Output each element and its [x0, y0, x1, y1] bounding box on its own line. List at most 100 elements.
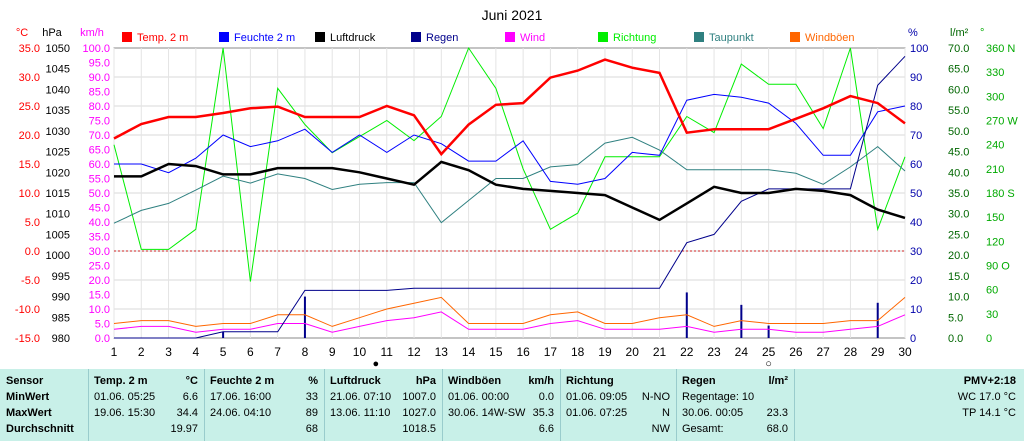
y-tick-label: 300 — [986, 91, 1004, 103]
y-tick-label: 1010 — [46, 209, 70, 221]
axis-unit: l/m² — [950, 27, 969, 39]
y-tick-label: 80.0 — [89, 101, 110, 113]
legend-label: Windböen — [805, 32, 855, 44]
y-tick-label: 180 S — [986, 188, 1015, 200]
x-tick-label: 11 — [381, 345, 394, 359]
temp-avg: 19.97 — [170, 423, 198, 435]
x-tick-label: 23 — [707, 345, 721, 359]
separator — [676, 369, 677, 441]
richtung-avg: NW — [651, 423, 670, 435]
chart-axes: °C 35.0 30.0 25.0 20.0 15.0 10.0 5.0 0.0 -5.0 -10.… — [15, 27, 1018, 345]
sensor-label: Sensor — [6, 375, 44, 387]
luftdruck-max-date: 13.06. 11:10 — [330, 407, 391, 419]
x-tick-label: 13 — [435, 345, 449, 359]
x-tick-label: 5 — [220, 345, 227, 359]
temp-max-date: 19.06. 15:30 — [94, 407, 156, 419]
moon-new-icon: ● — [373, 358, 380, 369]
series-line — [113, 296, 906, 327]
x-tick-label: 1 — [111, 345, 118, 359]
y-tick-label: 1020 — [46, 167, 70, 179]
y-tick-label: 40.0 — [89, 217, 110, 229]
windboeen-stats: Windböen km/h 01.06. 00:00 0.0 30.06. 14W-… — [442, 369, 560, 441]
luftdruck-avg: 1018.5 — [402, 423, 436, 435]
y-tick-label: 0.0 — [948, 333, 963, 345]
y-tick-label: 150 — [986, 212, 1004, 224]
min-label: MinWert — [6, 391, 50, 403]
y-tick-label: 360 N — [986, 43, 1015, 55]
series-line — [114, 55, 906, 339]
rain-bar — [303, 296, 306, 338]
y-tick-label: 30.0 — [19, 72, 40, 84]
y-tick-label: -5.0 — [21, 275, 40, 287]
y-tick-label: 15.0 — [948, 271, 969, 283]
legend-swatch — [694, 32, 704, 42]
separator — [442, 369, 443, 441]
separator — [324, 369, 325, 441]
x-tick-label: 27 — [816, 345, 830, 359]
y-tick-label: 55.0 — [89, 174, 110, 186]
x-tick-label: 9 — [329, 345, 336, 359]
moon-full-icon: ○ — [765, 358, 772, 369]
pmv-tp: TP 14.1 °C — [962, 407, 1016, 419]
series-line — [113, 311, 906, 333]
luftdruck-stats: Luftdruck hPa 21.06. 07:10 1007.0 13.06. 1… — [324, 369, 442, 441]
feuchte-avg: 68 — [305, 423, 318, 435]
avg-label: Durchschnitt — [6, 423, 74, 435]
y-tick-label: 1000 — [46, 250, 70, 262]
legend-label: Taupunkt — [709, 32, 754, 44]
x-tick-label: 20 — [626, 345, 640, 359]
chart-title: Juni 2021 — [482, 7, 543, 23]
y-tick-label: 100.0 — [82, 43, 110, 55]
x-tick-label: 2 — [138, 345, 145, 359]
legend-swatch — [598, 32, 608, 42]
temp-max-val: 34.4 — [176, 407, 198, 419]
y-tick-label: 10.0 — [948, 292, 969, 304]
series-line — [113, 46, 906, 282]
y-tick-label: 15.0 — [89, 290, 110, 302]
axis-unit: km/h — [80, 27, 104, 39]
y-tick-label: 65.0 — [948, 64, 969, 76]
windboeen-avg: 6.6 — [538, 423, 554, 435]
y-tick-label: 1005 — [46, 229, 70, 241]
y-tick-label: 985 — [52, 312, 70, 324]
richtung-max-val: N — [662, 407, 670, 419]
x-tick-label: 18 — [571, 345, 585, 359]
axis-unit: % — [908, 27, 918, 39]
y-tick-label: 35.0 — [89, 232, 110, 244]
y-tick-label: 330 — [986, 67, 1004, 79]
y-tick-label: 995 — [52, 271, 70, 283]
temp-min-date: 01.06. 05:25 — [94, 391, 156, 403]
y-tick-label: 30 — [986, 309, 998, 321]
y-tick-label: 45.0 — [89, 203, 110, 215]
legend-swatch — [505, 32, 515, 42]
feuchte-min-val: 33 — [305, 391, 318, 403]
y-tick-label: 270 W — [986, 116, 1018, 128]
rain-bar — [767, 325, 770, 338]
legend-label: Richtung — [613, 32, 656, 44]
regen-stats: Regen l/m² Regentage: 10 30.06. 00:05 23.3… — [676, 369, 794, 441]
rain-bar — [222, 331, 225, 338]
regen-unit: l/m² — [768, 375, 788, 387]
y-tick-label: 15.0 — [19, 159, 40, 171]
y-tick-label: 0 — [986, 333, 992, 345]
y-tick-label: 10.0 — [19, 188, 40, 200]
legend-label: Luftdruck — [330, 32, 376, 44]
y-tick-label: 0 — [910, 333, 916, 345]
rain-bar — [740, 304, 743, 338]
windboeen-unit: km/h — [528, 375, 554, 387]
separator — [560, 369, 561, 441]
chart-grid — [113, 47, 906, 339]
luftdruck-min-val: 1007.0 — [402, 391, 436, 403]
x-tick-label: 14 — [462, 345, 476, 359]
y-tick-label: 0.0 — [95, 333, 110, 345]
legend-label: Regen — [426, 32, 458, 44]
x-tick-label: 28 — [844, 345, 858, 359]
richtung-min-val: N-NO — [641, 391, 670, 403]
legend-swatch — [315, 32, 325, 42]
y-tick-label: 25.0 — [89, 261, 110, 273]
y-tick-label: 1040 — [46, 84, 70, 96]
windboeen-min-val: 0.0 — [538, 391, 554, 403]
x-tick-label: 7 — [274, 345, 281, 359]
richtung-stats: Richtung 01.06. 09:05 N-NO 01.06. 07:25 N … — [560, 369, 676, 441]
max-label: MaxWert — [6, 407, 52, 419]
